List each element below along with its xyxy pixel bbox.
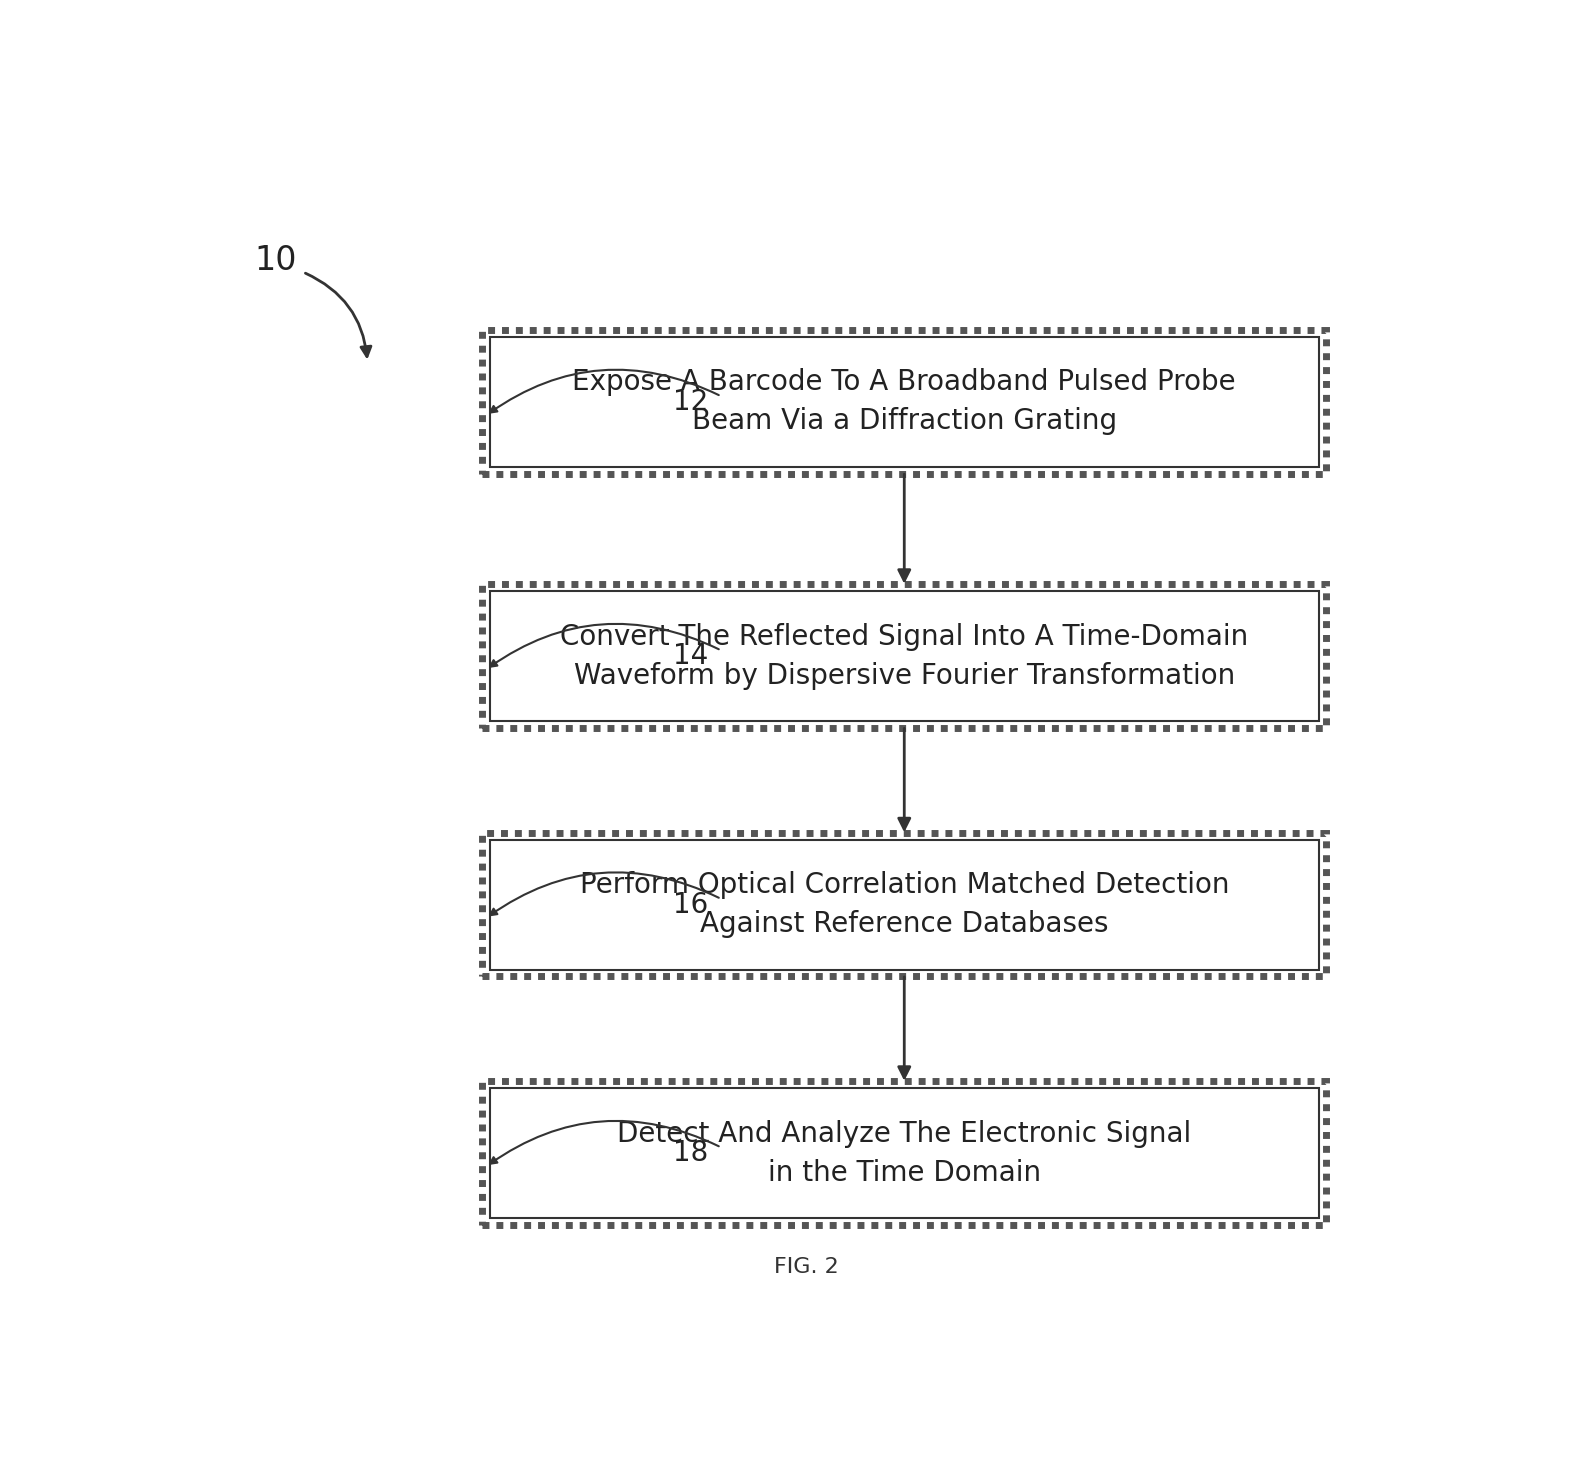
Bar [482, 330, 1327, 474]
Text: Convert The Reflected Signal Into A Time-Domain
Waveform by Dispersive Fourier T: Convert The Reflected Signal Into A Time… [560, 622, 1248, 689]
Bar [482, 1081, 1327, 1225]
Text: 16: 16 [674, 890, 708, 918]
Text: 18: 18 [674, 1140, 708, 1168]
Text: Expose A Barcode To A Broadband Pulsed Probe
Beam Via a Diffraction Grating: Expose A Barcode To A Broadband Pulsed P… [573, 368, 1236, 436]
Bar [490, 839, 1319, 970]
Bar [490, 591, 1319, 722]
Text: Perform Optical Correlation Matched Detection
Against Reference Databases: Perform Optical Correlation Matched Dete… [579, 871, 1229, 937]
Text: 10: 10 [255, 245, 297, 277]
Text: Detect And Analyze The Electronic Signal
in the Time Domain: Detect And Analyze The Electronic Signal… [617, 1119, 1192, 1187]
Bar [482, 833, 1327, 977]
Bar [482, 584, 1327, 728]
Bar [490, 337, 1319, 467]
Text: FIG. 2: FIG. 2 [774, 1257, 839, 1278]
Bar [490, 1089, 1319, 1218]
Text: 12: 12 [674, 387, 708, 417]
Text: 14: 14 [674, 643, 708, 670]
